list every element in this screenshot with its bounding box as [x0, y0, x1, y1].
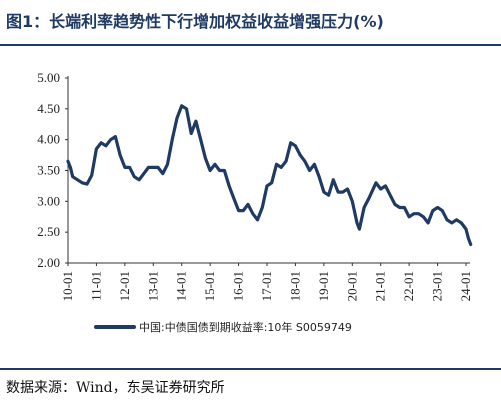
x-tick-label: 20-01: [344, 271, 359, 301]
data-source: 数据来源：Wind，东吴证券研究所: [6, 380, 225, 396]
legend-label: 中国:中债国债到期收益率:10年 S0059749: [139, 320, 352, 334]
x-tick-label: 24-01: [458, 271, 473, 301]
chart-axes: [67, 76, 470, 264]
top-rule: [0, 44, 501, 46]
x-tick-label: 18-01: [287, 271, 302, 301]
bottom-rule: [0, 368, 501, 370]
y-tick-label: 2.00: [37, 255, 60, 270]
line-chart: 2.00 2.50 3.00 3.50 4.00 4.50 5.00 10-01 11-01 12…: [37, 70, 473, 334]
y-tick-label: 5.00: [37, 70, 60, 85]
x-tick-label: 17-01: [259, 271, 274, 301]
y-tick-label: 2.50: [37, 224, 60, 239]
x-tick-label: 16-01: [231, 271, 246, 301]
x-tick-label: 19-01: [316, 271, 331, 301]
x-tick-label: 22-01: [401, 271, 416, 301]
y-tick-label: 3.00: [37, 193, 60, 208]
x-tick-label: 23-01: [430, 271, 445, 301]
x-tick-label: 12-01: [117, 271, 132, 301]
chart-series: [66, 104, 473, 247]
x-tick-label: 14-01: [174, 271, 189, 301]
y-tick-label: 3.50: [37, 163, 60, 178]
y-tick-label: 4.00: [37, 132, 60, 147]
y-tick-label: 4.50: [37, 101, 60, 116]
x-tick-label: 10-01: [60, 271, 75, 301]
x-tick-label: 11-01: [88, 271, 103, 301]
chart-legend: 中国:中债国债到期收益率:10年 S0059749: [94, 320, 352, 334]
x-tick-label: 13-01: [145, 271, 160, 301]
chart-title: 图1：长端利率趋势性下行增加权益收益增强压力(%): [6, 12, 384, 31]
title-bar: 图1：长端利率趋势性下行增加权益收益增强压力(%): [0, 0, 501, 44]
series-line: [66, 104, 473, 247]
x-tick-label: 15-01: [202, 271, 217, 301]
x-tick-label: 21-01: [373, 271, 388, 301]
chart-ticks: 2.00 2.50 3.00 3.50 4.00 4.50 5.00 10-01 11-01 12…: [37, 70, 473, 301]
